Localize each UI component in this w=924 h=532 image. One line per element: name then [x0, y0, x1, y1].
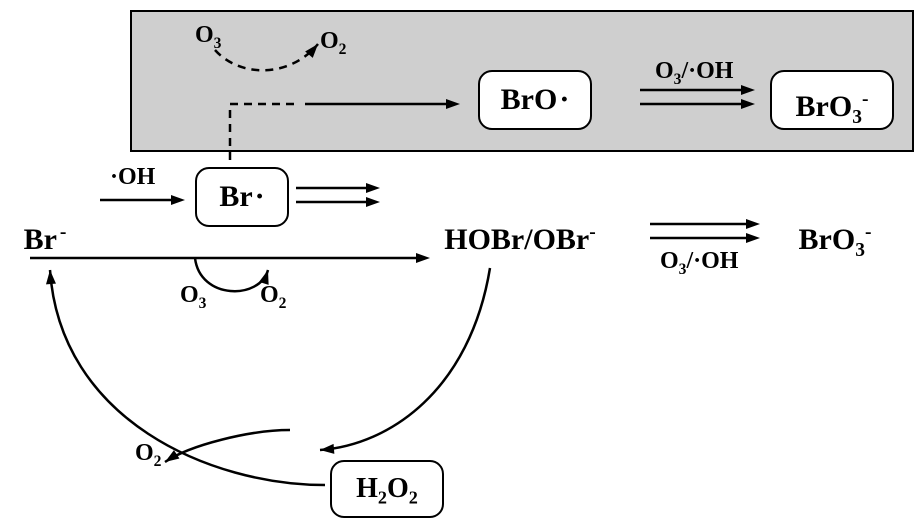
species-bromine-radical-label: Br· — [219, 180, 264, 213]
species-bro-radical: BrO· — [478, 70, 592, 130]
label-o2-top: O2 — [320, 28, 346, 59]
species-bromine-radical: Br· — [195, 167, 289, 227]
label-o3-top: O3 — [195, 22, 221, 53]
species-hobr-obr-label: HOBr/OBr- — [444, 223, 596, 256]
species-h2o2: H2O2 — [330, 460, 444, 518]
species-hobr-obr: HOBr/OBr- — [405, 210, 635, 256]
species-bromate-shaded-label: BrO3- — [796, 90, 869, 123]
label-o2-mid: O2 — [260, 282, 286, 313]
species-bromide: Br- — [10, 210, 80, 256]
label-o3-mid: O3 — [180, 282, 206, 313]
arrow-hobr-to-mid — [320, 268, 490, 450]
label-oh-radical: ·OH — [110, 164, 155, 191]
species-bromate-main: BrO3- — [775, 210, 895, 256]
label-o3-oh-mid: O3/·OH — [660, 248, 738, 279]
label-o2-bottom: O2 — [135, 440, 161, 471]
species-bro-radical-label: BrO· — [501, 83, 570, 116]
species-bromate-shaded: BrO3- — [770, 70, 894, 130]
arrow-h2o2-to-o2 — [165, 430, 290, 462]
diagram-root: Br- Br· HOBr/OBr- BrO3- BrO· BrO3- H2O2 … — [0, 0, 924, 532]
species-h2o2-label: H2O2 — [356, 473, 418, 504]
species-bromate-main-label: BrO3- — [799, 223, 872, 256]
species-bromide-label: Br- — [24, 223, 67, 256]
label-o3-oh-top: O3/·OH — [655, 58, 733, 89]
